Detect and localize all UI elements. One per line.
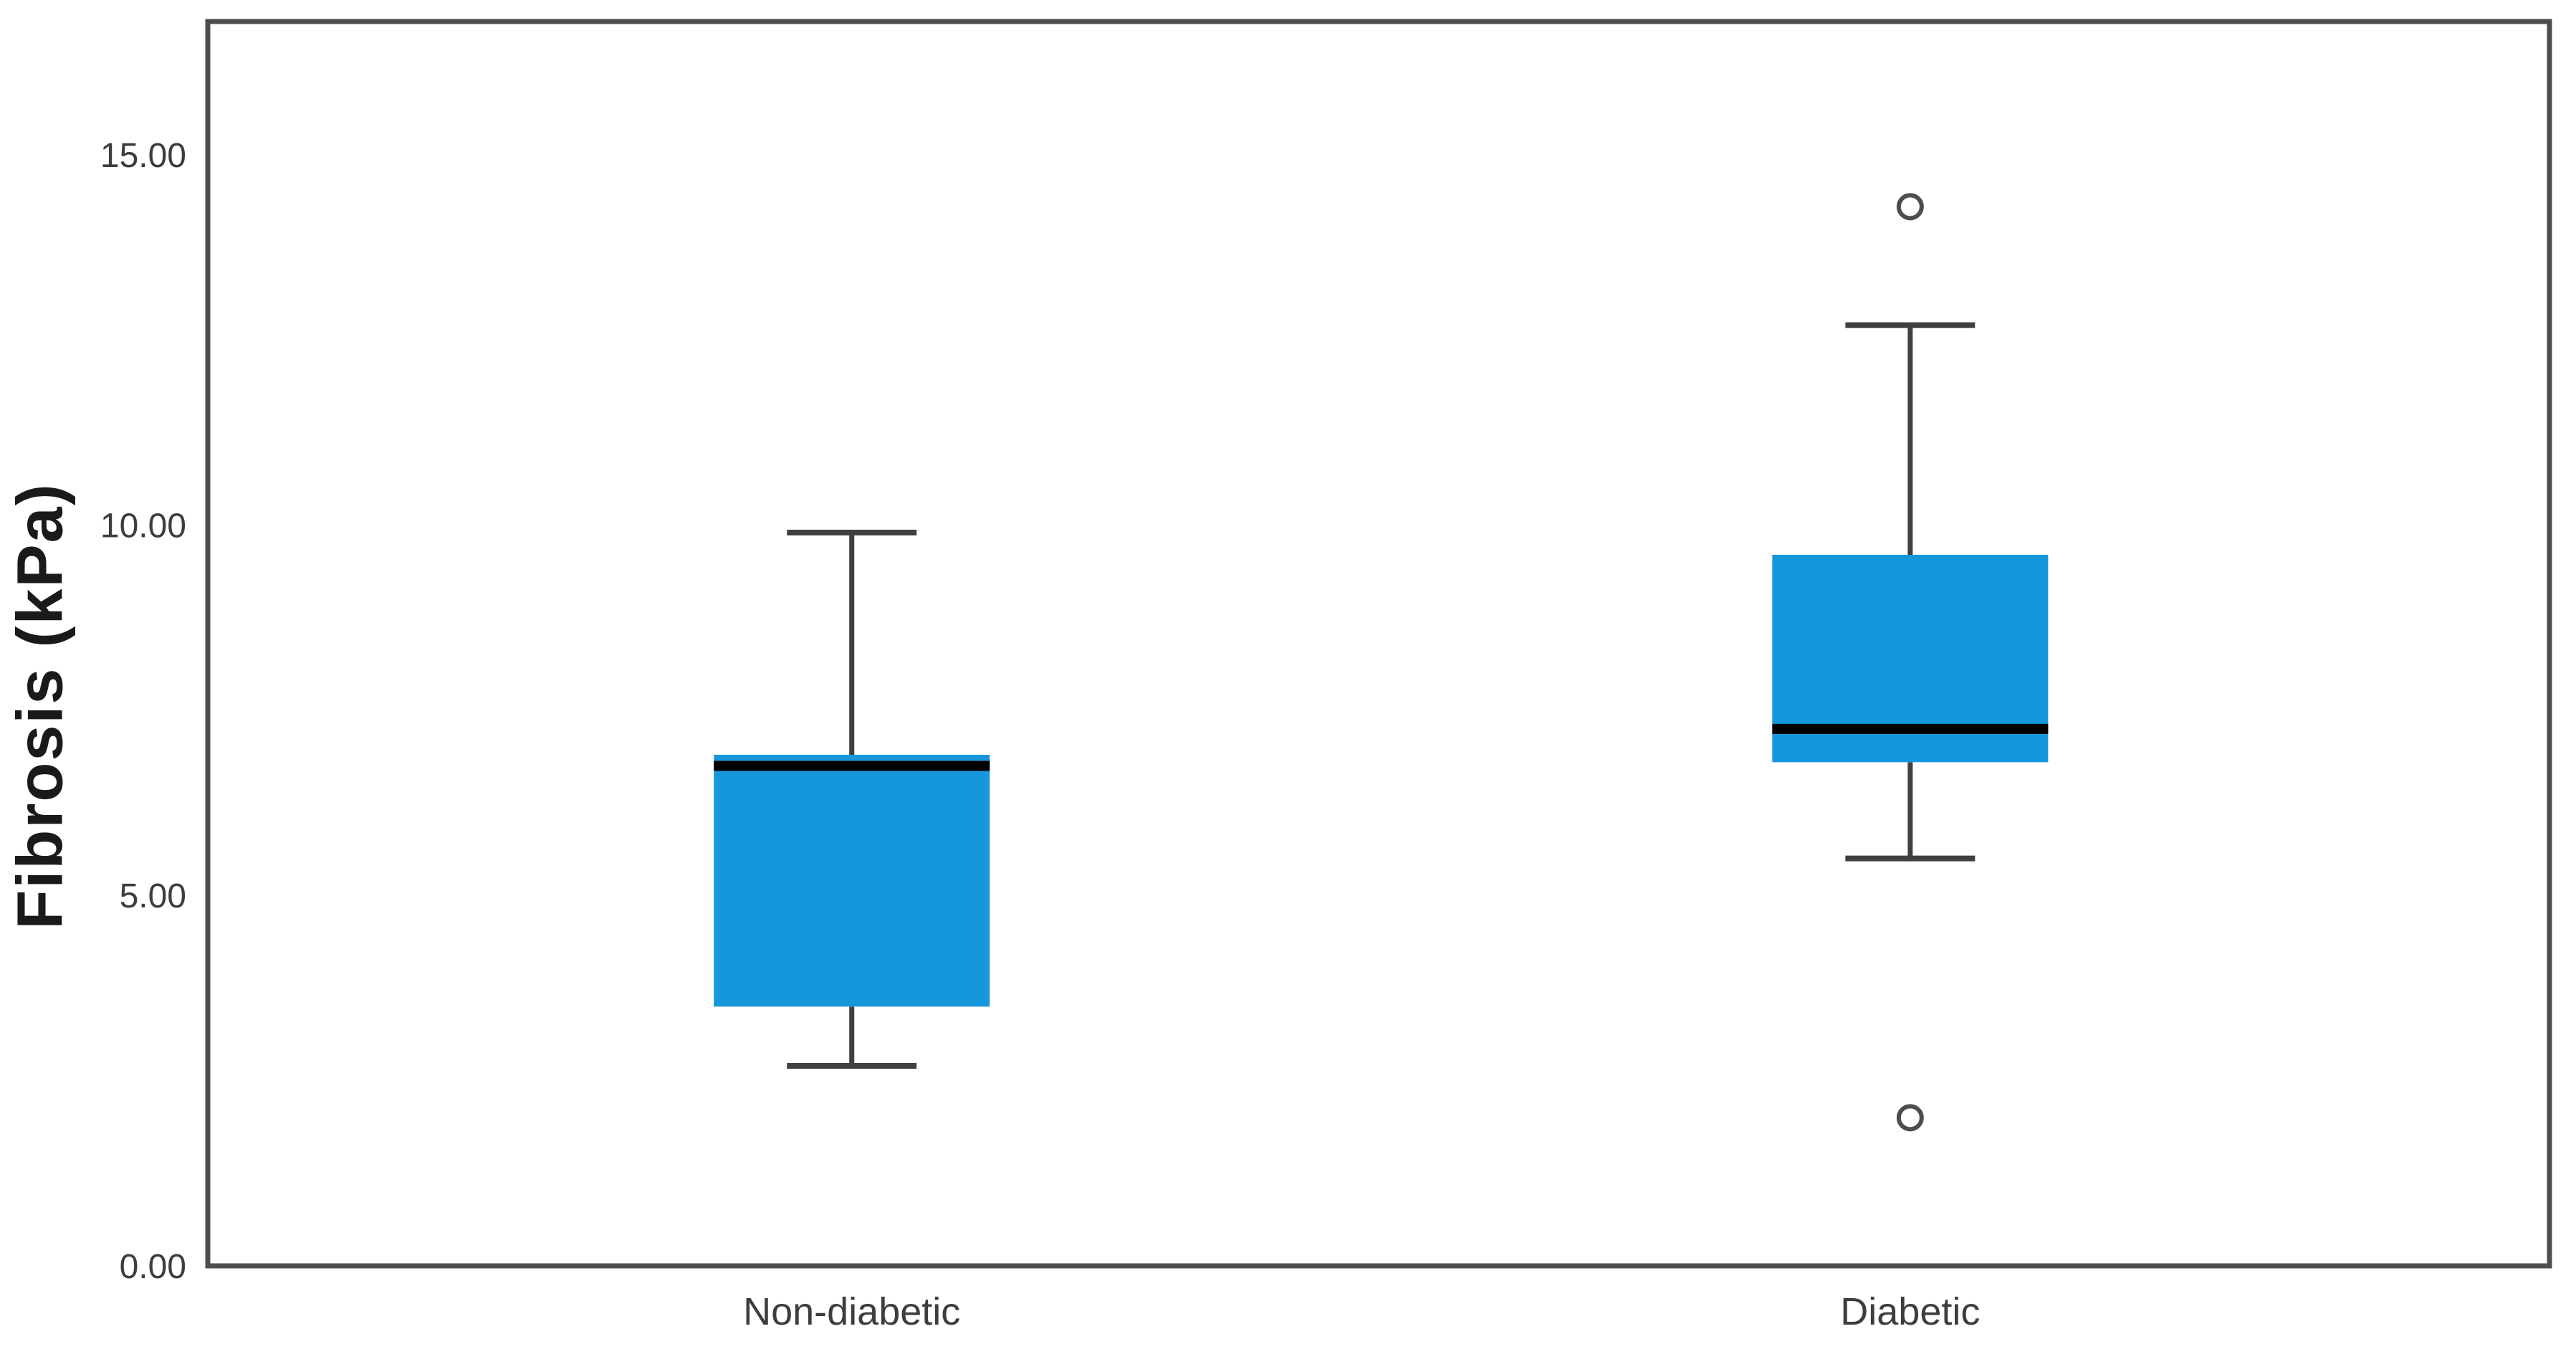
y-tick-label: 0.00	[120, 1248, 186, 1286]
outlier-diabetic-1	[1896, 1104, 1924, 1132]
plot-frame	[205, 19, 2552, 1269]
y-tick-label: 5.00	[120, 877, 186, 915]
box-non-diabetic	[714, 755, 990, 1007]
x-category-label-diabetic: Diabetic	[1840, 1290, 1980, 1333]
outlier-diabetic-0	[1896, 193, 1924, 221]
y-tick-label: 15.00	[100, 137, 186, 175]
y-tick-label: 10.00	[100, 507, 186, 545]
x-category-label-non-diabetic: Non-diabetic	[743, 1290, 960, 1333]
